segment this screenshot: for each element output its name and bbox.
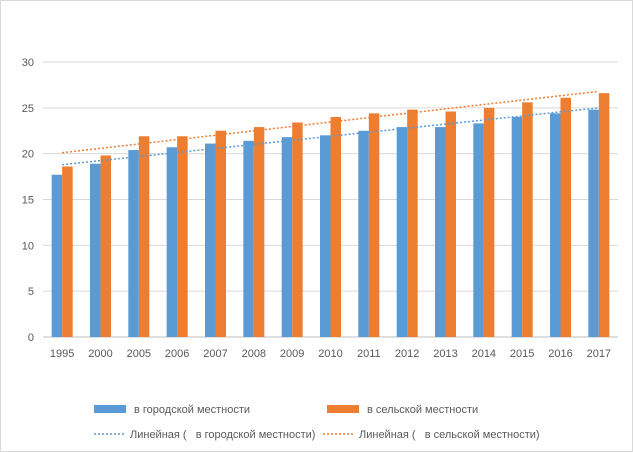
- bar-urban-2005: [128, 150, 139, 337]
- bar-rural-2012: [407, 109, 418, 338]
- x-tick-label: 2016: [548, 348, 572, 360]
- bar-rural-2008: [253, 127, 265, 337]
- bar-urban-2007: [205, 143, 216, 337]
- bar-urban-2016: [550, 113, 561, 337]
- x-tick-label: 2008: [242, 348, 266, 360]
- x-tick-label: 2005: [127, 348, 151, 360]
- y-tick-label: 25: [22, 103, 34, 115]
- y-tick-label: 0: [28, 332, 34, 344]
- bar-urban-2009: [281, 137, 293, 337]
- bar-rural-2013: [445, 111, 456, 337]
- x-tick-label: 1995: [50, 348, 74, 360]
- bars: [51, 93, 610, 338]
- bar-urban-2010: [320, 135, 331, 337]
- bar-urban-2008: [243, 140, 254, 337]
- x-tick-label: 2012: [395, 348, 419, 360]
- x-tick-label: 2015: [510, 348, 534, 360]
- bar-rural-2007: [215, 130, 226, 337]
- legend-label-trend-rural: Линейная ( в сельской местности): [359, 429, 540, 441]
- bar-urban-2012: [396, 127, 408, 337]
- bar-rural-2005: [138, 136, 150, 337]
- bar-urban-1995: [51, 174, 63, 337]
- bar-rural-2010: [330, 117, 341, 337]
- bar-urban-2014: [473, 123, 484, 338]
- x-tick-label: 2013: [433, 348, 457, 360]
- trendline-urban: [62, 107, 599, 166]
- x-tick-label: 2014: [472, 348, 496, 360]
- bar-rural-2017: [598, 93, 610, 338]
- bar-rural-1995: [62, 166, 73, 337]
- bar-rural-2011: [368, 113, 380, 337]
- bar-rural-2006: [177, 136, 188, 337]
- bar-rural-2000: [100, 155, 111, 337]
- x-tick-label: 2006: [165, 348, 189, 360]
- legend-swatch-rural: [327, 405, 359, 413]
- y-tick-label: 30: [22, 57, 34, 69]
- bar-rural-2014: [483, 107, 495, 337]
- bar-urban-2013: [435, 127, 446, 337]
- x-tick-label: 2010: [318, 348, 342, 360]
- x-tick-label: 2007: [203, 348, 227, 360]
- bar-urban-2017: [588, 109, 599, 338]
- x-axis: 1995 2000 2005 2006 2007 2008 2009 2010 2011 2012…: [50, 348, 611, 360]
- legend-swatch-urban: [94, 405, 126, 413]
- legend-label-rural: в сельской местности: [367, 404, 478, 416]
- legend-label-trend-urban: Линейная ( в городской местности): [130, 429, 315, 441]
- bar-rural-2016: [560, 97, 571, 337]
- y-tick-label: 20: [22, 149, 34, 161]
- x-tick-label: 2011: [357, 348, 381, 360]
- bar-urban-2006: [166, 147, 178, 337]
- bar-urban-2011: [358, 130, 369, 337]
- trendlines: [62, 90, 599, 166]
- x-tick-label: 2000: [88, 348, 112, 360]
- x-tick-label: 2017: [587, 348, 611, 360]
- legend-label-urban: в городской местности: [134, 404, 250, 416]
- bar-rural-2009: [292, 122, 303, 337]
- y-tick-label: 5: [28, 286, 34, 298]
- bar-rural-2015: [522, 102, 533, 337]
- bar-urban-2015: [511, 117, 523, 337]
- y-tick-label: 15: [22, 195, 34, 207]
- x-tick-label: 2009: [280, 348, 304, 360]
- legend: в городской местности в сельской местнос…: [94, 404, 540, 441]
- bar-urban-2000: [90, 163, 101, 337]
- y-tick-label: 10: [22, 240, 34, 252]
- y-axis: 0 5 10 15 20 25 30: [22, 57, 34, 344]
